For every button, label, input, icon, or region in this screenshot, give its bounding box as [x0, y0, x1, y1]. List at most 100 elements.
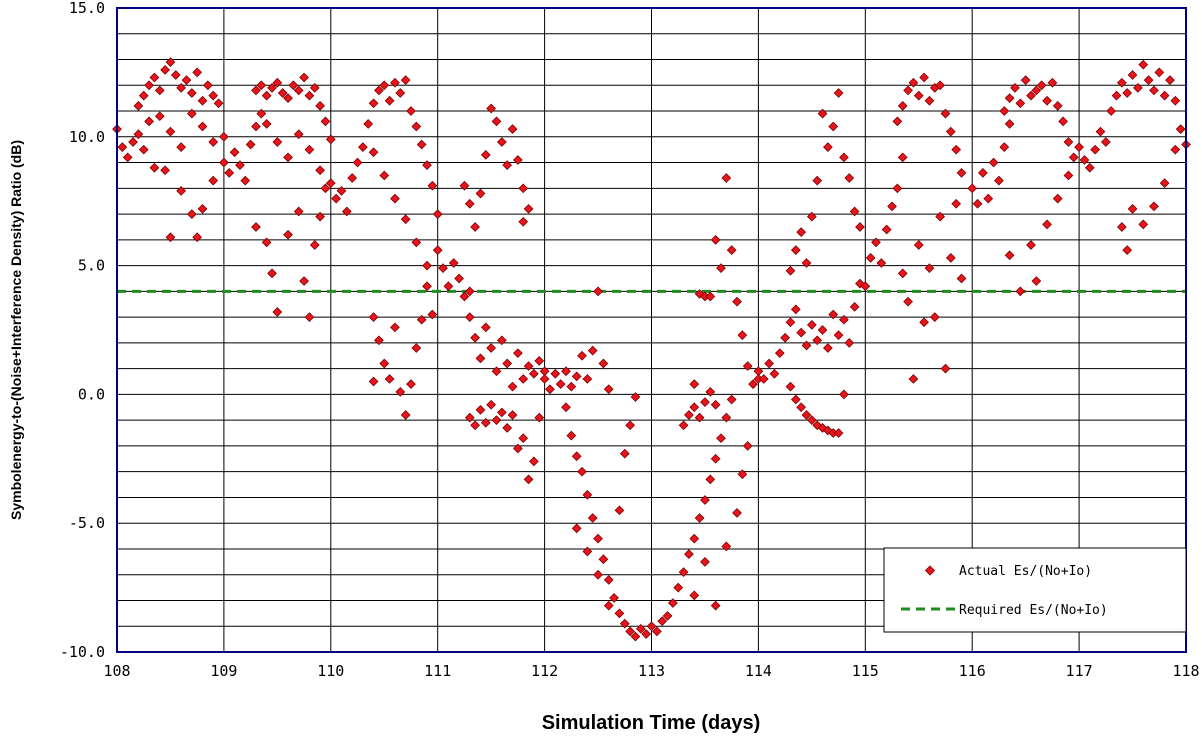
data-point: [801, 410, 812, 420]
data-point: [341, 206, 352, 217]
data-point: [913, 90, 924, 101]
data-point: [165, 126, 176, 137]
data-point: [529, 456, 539, 467]
data-point: [1042, 219, 1052, 230]
data-point: [491, 116, 502, 127]
data-point: [1031, 276, 1042, 286]
data-point: [368, 98, 379, 109]
data-point: [881, 224, 892, 235]
data-point: [855, 222, 865, 232]
data-point: [721, 173, 732, 183]
data-point: [390, 322, 400, 333]
data-point: [913, 240, 924, 250]
data-point: [438, 263, 448, 274]
data-point: [908, 374, 919, 384]
data-point: [208, 175, 219, 186]
data-point: [320, 183, 331, 194]
data-point: [277, 88, 288, 98]
data-point: [689, 379, 700, 389]
data-point: [1042, 95, 1052, 106]
data-point: [785, 265, 796, 276]
data-point: [1100, 137, 1111, 147]
data-point: [144, 116, 154, 127]
data-point: [924, 263, 935, 274]
data-point: [464, 286, 475, 297]
data-point: [1175, 124, 1186, 134]
y-tick-label: -10.0: [60, 643, 105, 661]
data-point: [192, 67, 203, 78]
data-point: [935, 211, 945, 222]
data-point: [288, 80, 299, 91]
data-point: [496, 335, 507, 346]
data-point: [1052, 193, 1063, 204]
data-point: [186, 88, 197, 98]
data-point: [459, 180, 470, 191]
data-point: [138, 90, 149, 101]
data-point: [454, 273, 464, 284]
data-point: [352, 157, 363, 168]
data-point: [737, 330, 748, 341]
data-point: [1159, 90, 1170, 101]
data-point: [598, 358, 609, 369]
data-point: [507, 124, 518, 134]
data-point: [534, 356, 545, 366]
data-point: [400, 75, 411, 85]
data-point: [1165, 75, 1175, 85]
y-tick-label: 0.0: [78, 385, 105, 403]
data-point: [908, 77, 919, 88]
x-axis-title: Simulation Time (days): [542, 712, 761, 734]
data-point: [138, 144, 149, 155]
data-point: [678, 420, 689, 431]
data-point: [229, 147, 240, 158]
data-point: [550, 368, 561, 379]
data-point: [197, 204, 208, 214]
data-point: [331, 193, 342, 204]
data-point: [1015, 98, 1026, 109]
data-point: [646, 621, 657, 632]
data-point: [379, 170, 390, 181]
data-point: [464, 312, 475, 322]
data-point: [828, 309, 839, 320]
data-point: [796, 327, 807, 338]
data-point: [635, 623, 646, 634]
data-point: [641, 629, 652, 639]
data-point: [806, 415, 817, 426]
x-tick-label: 117: [1066, 662, 1093, 680]
data-point: [598, 554, 609, 565]
data-point: [422, 281, 432, 292]
data-point: [128, 137, 138, 147]
data-point: [486, 399, 497, 410]
data-point: [603, 600, 614, 611]
data-point: [240, 175, 251, 186]
legend: Actual Es/(No+Io) Required Es/(No+Io): [883, 547, 1187, 633]
data-point: [443, 281, 454, 292]
data-point: [245, 139, 256, 150]
data-point: [470, 420, 480, 431]
x-tick-label: 118: [1172, 662, 1199, 680]
data-point: [593, 533, 603, 544]
data-point: [561, 402, 571, 413]
data-point: [1020, 75, 1031, 85]
data-point: [368, 376, 379, 387]
data-point: [716, 433, 726, 444]
data-point: [154, 85, 165, 96]
data-point: [496, 407, 507, 418]
data-point: [1068, 152, 1079, 163]
data-point: [742, 361, 753, 371]
data-point: [486, 343, 497, 353]
data-point: [1149, 201, 1159, 212]
data-point: [876, 258, 887, 268]
data-point: [149, 72, 160, 83]
data-point: [988, 157, 999, 168]
data-point: [716, 263, 726, 274]
data-point: [315, 101, 325, 111]
y-tick-label: -5.0: [69, 514, 105, 532]
data-point: [945, 126, 956, 137]
data-point: [577, 466, 587, 477]
data-point: [1095, 126, 1106, 137]
data-point: [1010, 82, 1020, 93]
data-point: [523, 361, 534, 371]
data-point: [630, 631, 641, 642]
data-point: [149, 162, 160, 173]
data-point: [790, 304, 801, 315]
